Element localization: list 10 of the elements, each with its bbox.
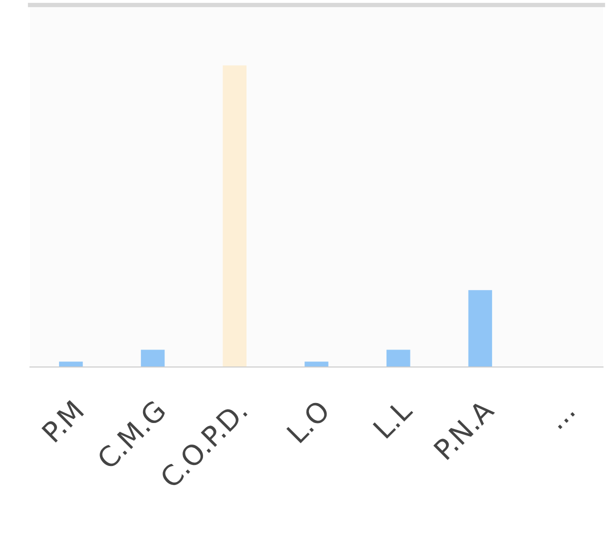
bar xyxy=(304,362,328,367)
x-tick-label: ... xyxy=(558,412,575,430)
bar xyxy=(386,350,410,367)
bar xyxy=(140,350,165,367)
bar xyxy=(468,290,492,367)
x-tick-label: L.O xyxy=(286,399,331,444)
bar xyxy=(59,362,83,367)
x-tick-label: P.M xyxy=(41,400,84,443)
bar xyxy=(222,65,247,367)
x-tick-label: L.L xyxy=(372,398,414,439)
